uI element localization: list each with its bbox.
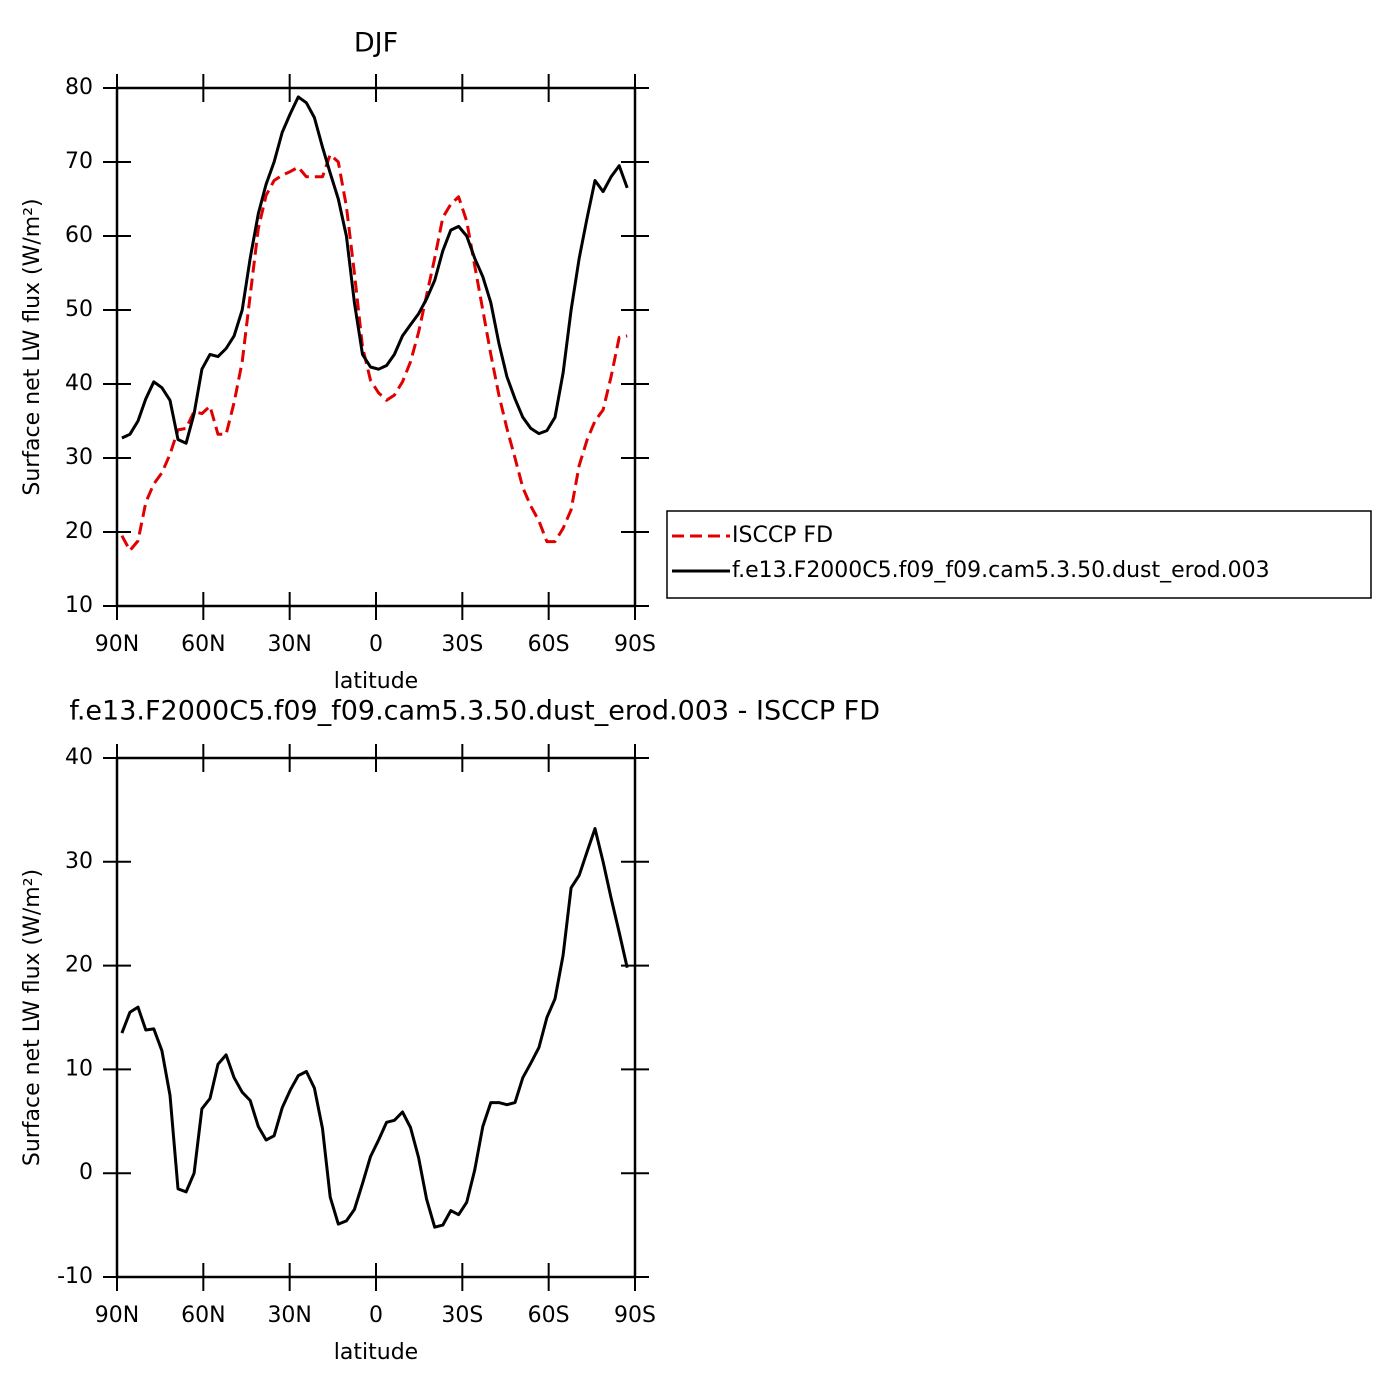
x-tick-label: 30S [441,1303,483,1328]
y-tick-label: 40 [65,745,93,770]
y-axis-label: Surface net LW flux (W/m²) [20,198,45,495]
legend: ISCCP FD f.e13.F2000C5.f09_f09.cam5.3.50.… [666,510,1372,599]
x-tick-label: 60N [181,1303,225,1328]
x-axis-label: latitude [334,1340,418,1365]
y-tick-label: 50 [65,297,93,322]
data-line [121,95,629,445]
x-tick-label: 30N [267,1303,311,1328]
x-tick-label: 30S [441,632,483,657]
x-tick-label: 60S [528,632,570,657]
x-tick-label: 60N [181,632,225,657]
y-tick-label: 30 [65,849,93,874]
y-tick-label: 40 [65,371,93,396]
x-tick-label: 90S [614,1303,656,1328]
x-tick-label: 90S [614,632,656,657]
y-tick-label: 70 [65,149,93,174]
legend-label: f.e13.F2000C5.f09_f09.cam5.3.50.dust_ero… [732,558,1270,583]
y-tick-label: 0 [79,1160,93,1185]
y-axis-label: Surface net LW flux (W/m²) [20,869,45,1166]
legend-box [666,510,1372,599]
chart-title: DJF [354,28,398,59]
y-tick-label: 10 [65,1056,93,1081]
x-axis-label: latitude [334,669,418,694]
y-tick-label: -10 [57,1264,93,1289]
y-tick-label: 20 [65,519,93,544]
x-tick-label: 30N [267,632,311,657]
x-tick-label: 0 [369,1303,383,1328]
x-tick-label: 0 [369,632,383,657]
plot-frame [115,756,637,1279]
chart-title: f.e13.F2000C5.f09_f09.cam5.3.50.dust_ero… [69,696,880,727]
x-tick-label: 60S [528,1303,570,1328]
plot-frame [115,86,637,608]
y-tick-label: 60 [65,223,93,248]
y-tick-label: 80 [65,75,93,100]
data-line [120,153,628,552]
y-tick-label: 10 [65,593,93,618]
x-tick-label: 90N [95,1303,139,1328]
data-line [120,827,629,1229]
y-tick-label: 20 [65,953,93,978]
legend-label: ISCCP FD [732,523,833,548]
y-tick-label: 30 [65,445,93,470]
x-tick-label: 90N [95,632,139,657]
